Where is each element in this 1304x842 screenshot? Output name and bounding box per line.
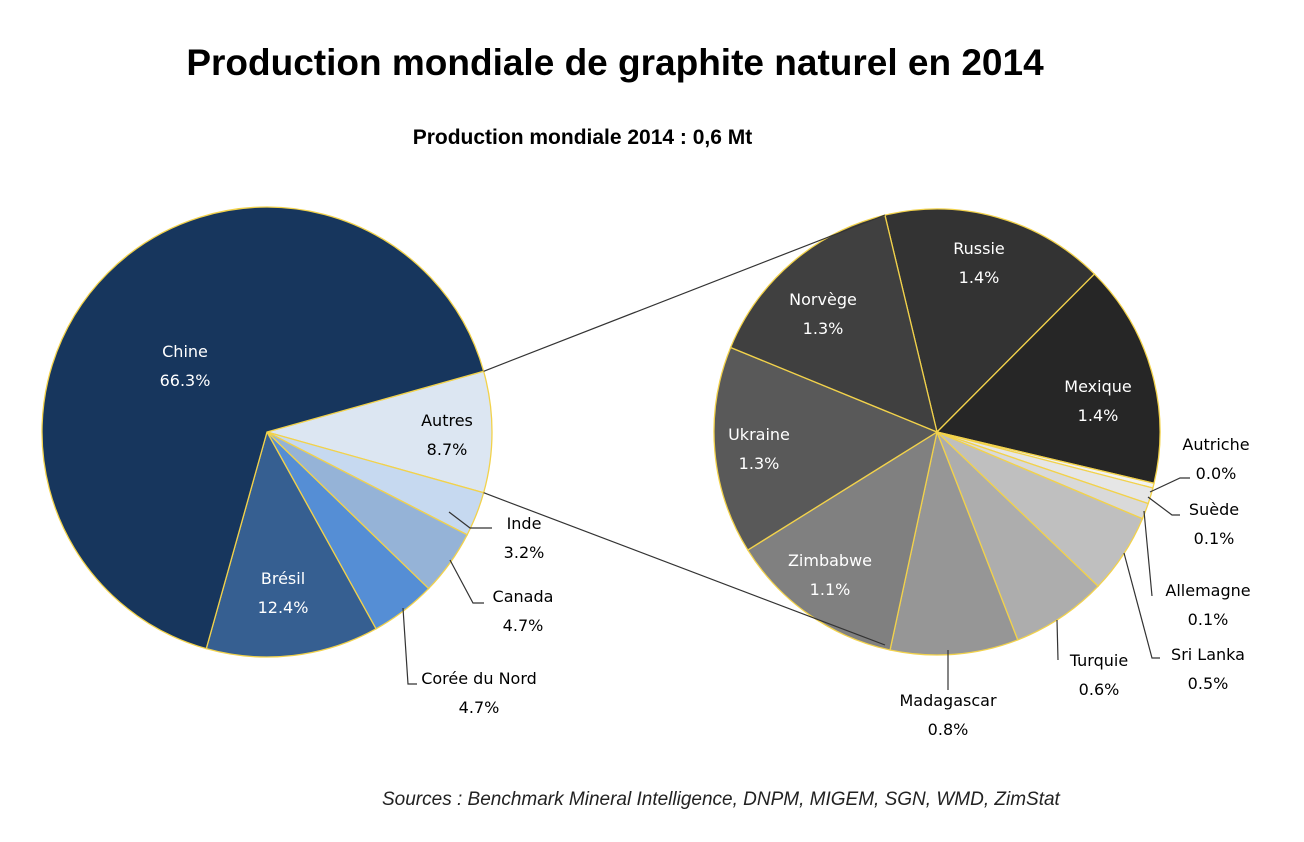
label-2-name: Canada	[493, 587, 554, 606]
label-1-value: 3.2%	[504, 543, 545, 562]
label-detail-7-value: 0.8%	[928, 720, 969, 739]
label-detail-5-name: Sri Lanka	[1171, 645, 1245, 664]
slice-zimbabwe	[746, 430, 938, 651]
label-5-value: 66.3%	[160, 371, 211, 390]
slice-norvège	[729, 214, 938, 434]
label-detail-0-name: Russie	[953, 239, 1005, 258]
label-2-value: 4.7%	[503, 616, 544, 635]
label-0-value: 8.7%	[427, 440, 468, 459]
label-5-name: Chine	[162, 342, 208, 361]
leader-line	[448, 511, 492, 529]
slice-russie	[884, 208, 1096, 434]
label-detail-9-name: Ukraine	[728, 425, 790, 444]
leader-line	[1056, 619, 1059, 661]
label-detail-2-value: 0.0%	[1196, 464, 1237, 483]
label-detail-3-name: Suède	[1189, 500, 1239, 519]
slice-mexique	[935, 273, 1161, 485]
connector-line-top	[483, 214, 886, 372]
label-detail-7-name: Madagascar	[899, 691, 996, 710]
label-detail-10-value: 1.3%	[803, 319, 844, 338]
chart-subtitle: Production mondiale 2014 : 0,6 Mt	[412, 126, 753, 149]
leader-line	[1147, 496, 1180, 516]
label-detail-6-name: Turquie	[1069, 651, 1128, 670]
label-detail-1-name: Mexique	[1064, 377, 1131, 396]
slice-ukraine	[713, 346, 939, 551]
leader-line	[1143, 510, 1153, 597]
slice-autres	[264, 370, 493, 494]
label-4-value: 12.4%	[258, 598, 309, 617]
label-detail-5-value: 0.5%	[1188, 674, 1229, 693]
label-detail-4-name: Allemagne	[1165, 581, 1250, 600]
label-4-name: Brésil	[261, 569, 305, 588]
label-detail-9-value: 1.3%	[739, 454, 780, 473]
label-detail-0-value: 1.4%	[959, 268, 1000, 287]
leader-line	[1123, 552, 1160, 659]
label-detail-10-name: Norvège	[789, 290, 857, 309]
label-3-name: Corée du Nord	[421, 669, 537, 688]
source-note: Sources : Benchmark Mineral Intelligence…	[382, 789, 1060, 810]
slice-brésil	[205, 430, 377, 658]
label-0-name: Autres	[421, 411, 473, 430]
leader-line	[1149, 477, 1190, 493]
slice-madagascar	[889, 429, 1019, 656]
label-detail-3-value: 0.1%	[1194, 529, 1235, 548]
leader-line	[402, 607, 417, 685]
label-detail-2-name: Autriche	[1182, 435, 1249, 454]
slice-chine	[41, 206, 485, 650]
label-detail-8-value: 1.1%	[810, 580, 851, 599]
label-3-value: 4.7%	[459, 698, 500, 717]
label-detail-8-name: Zimbabwe	[788, 551, 872, 570]
label-1-name: Inde	[507, 514, 542, 533]
chart-title: Production mondiale de graphite naturel …	[186, 42, 1044, 83]
label-detail-1-value: 1.4%	[1078, 406, 1119, 425]
connector-line-bottom	[483, 492, 886, 646]
label-detail-6-value: 0.6%	[1079, 680, 1120, 699]
label-detail-4-value: 0.1%	[1188, 610, 1229, 629]
leader-line	[449, 559, 484, 604]
